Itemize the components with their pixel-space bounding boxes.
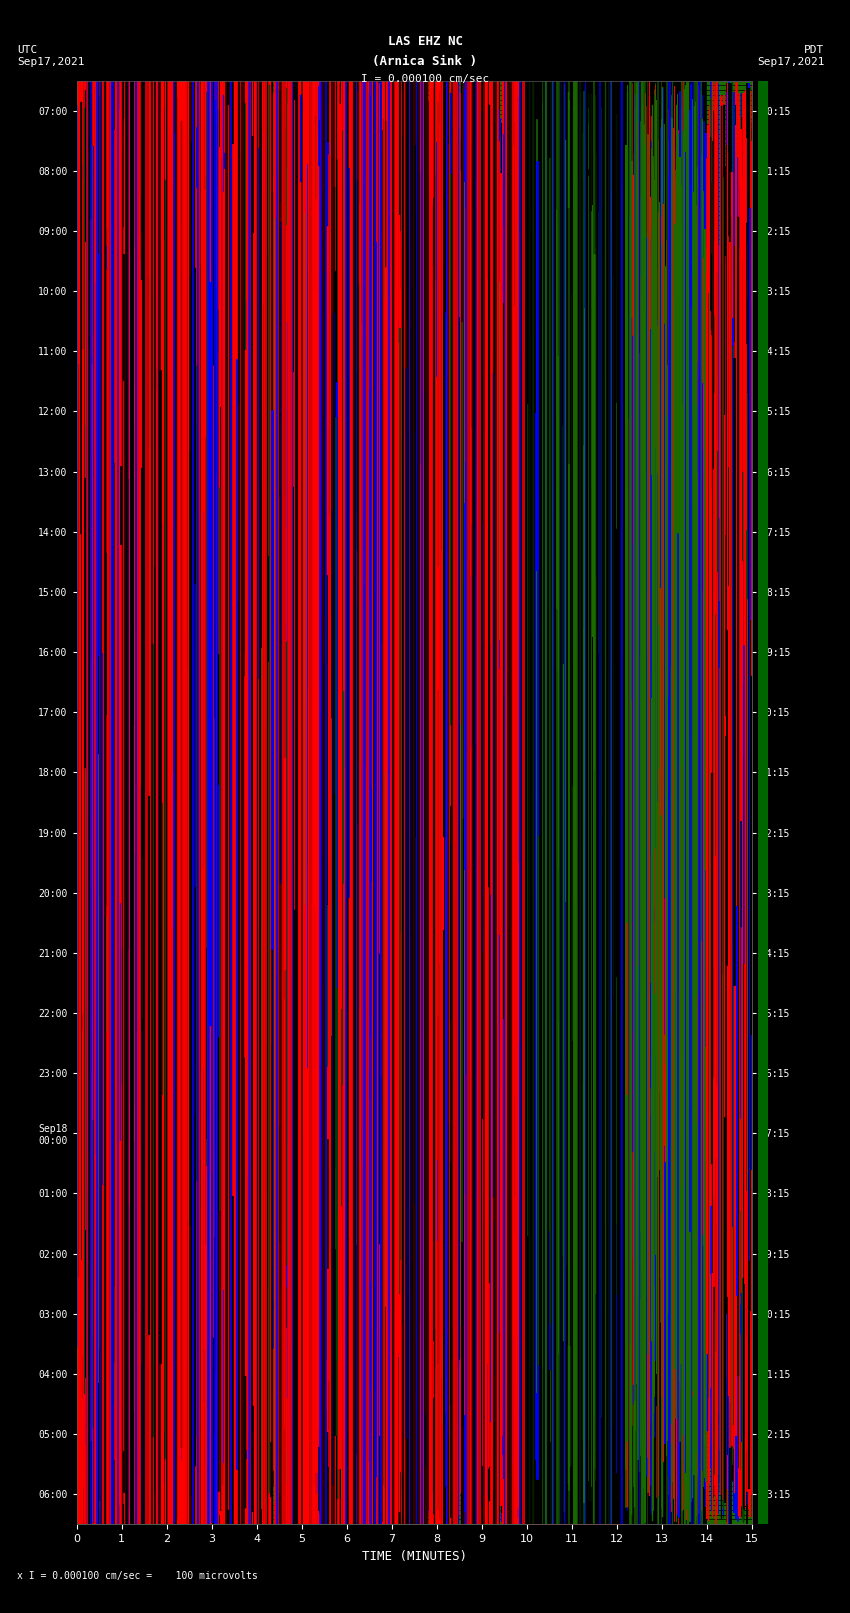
Text: x I = 0.000100 cm/sec =    100 microvolts: x I = 0.000100 cm/sec = 100 microvolts (17, 1571, 258, 1581)
Text: UTC
Sep17,2021: UTC Sep17,2021 (17, 45, 84, 66)
Text: I = 0.000100 cm/sec: I = 0.000100 cm/sec (361, 74, 489, 84)
Text: (Arnica Sink ): (Arnica Sink ) (372, 55, 478, 68)
Text: LAS EHZ NC: LAS EHZ NC (388, 35, 462, 48)
X-axis label: TIME (MINUTES): TIME (MINUTES) (362, 1550, 467, 1563)
Text: PDT
Sep17,2021: PDT Sep17,2021 (757, 45, 824, 66)
